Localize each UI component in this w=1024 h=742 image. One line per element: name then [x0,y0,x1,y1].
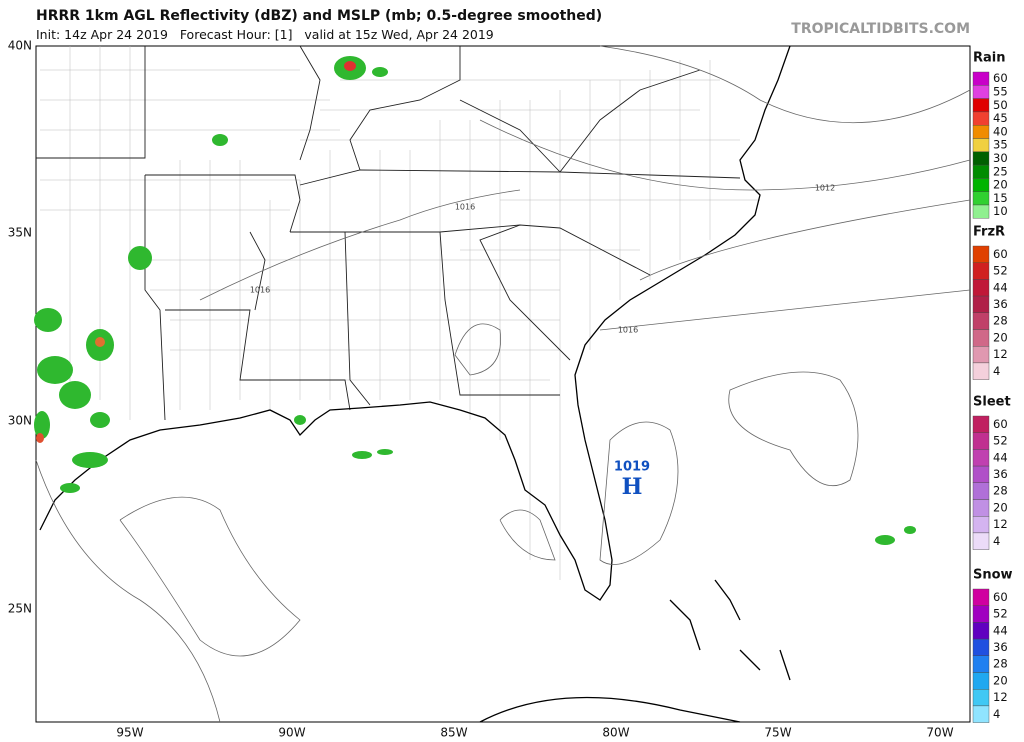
legend-label: 10 [993,204,1008,218]
legend-swatch [972,85,990,99]
legend-label: 20 [993,673,1008,687]
lon-label: 90W [278,726,305,740]
legend-swatch [972,245,990,263]
lat-label: 35N [8,226,32,240]
legend-title: Snow [973,568,1013,583]
legend-label: 60 [993,71,1008,85]
legend-label: 20 [993,500,1008,514]
legend-label: 4 [993,534,1000,548]
legend-label: 44 [993,280,1008,294]
legend-label: 15 [993,191,1008,205]
legend-swatch [972,672,990,690]
legend-swatch [972,329,990,347]
legend-swatch [972,138,990,153]
lon-label: 70W [926,726,953,740]
legend-label: 4 [993,364,1000,378]
isobar-label: 1016 [250,286,270,295]
legend-label: 30 [993,151,1008,165]
legends: Rain6055504540353025201510FrzR6052443628… [972,51,1013,723]
legend-swatch [972,191,990,206]
legend-swatch [972,362,990,380]
lat-label: 25N [8,602,32,616]
legend-swatch [972,124,990,139]
legend-swatch [972,111,990,126]
legend-label: 60 [993,247,1008,261]
legend-swatch [972,346,990,364]
high-pressure-marker: H [622,474,643,500]
legend-swatch [972,415,990,433]
legend-swatch [972,312,990,330]
longitude-labels: 95W 90W 85W 80W 75W 70W [116,726,953,740]
isobar-label: 1016 [455,203,475,212]
legend-swatch [972,449,990,467]
legend-swatch [972,588,990,606]
legend-label: 36 [993,640,1008,654]
lat-label: 40N [8,39,32,53]
legend-swatch [972,605,990,623]
legend-label: 20 [993,330,1008,344]
legend-swatch [972,98,990,113]
legend-label: 20 [993,178,1008,192]
legend-label: 40 [993,124,1008,138]
legend-title: Sleet [973,395,1011,410]
legend-swatch [972,638,990,656]
legend-label: 44 [993,623,1008,637]
lat-label: 30N [8,414,32,428]
legend-label: 4 [993,707,1000,721]
legend-swatch [972,705,990,723]
legend-swatch [972,262,990,280]
latitude-labels: 40N 35N 30N 25N [8,39,32,616]
credit: TROPICALTIDBITS.COM [791,21,970,37]
legend-label: 28 [993,484,1008,498]
legend-swatch [972,295,990,314]
legend-label: 12 [993,517,1008,531]
lon-label: 80W [602,726,629,740]
isobar-label: 1016 [618,326,638,335]
legend-swatch [972,482,990,500]
legend-swatch [972,689,990,707]
map-frame: 1012 1016 1016 1016 1019 H [34,45,971,723]
legend-label: 50 [993,98,1008,112]
title: HRRR 1km AGL Reflectivity (dBZ) and MSLP… [36,8,602,24]
legend-swatch [972,622,990,640]
legend-label: 55 [993,84,1008,98]
legend-swatch [972,164,990,179]
legend-title: FrzR [973,225,1005,240]
legend-label: 25 [993,164,1008,178]
legend-label: 36 [993,297,1008,311]
lon-label: 85W [440,726,467,740]
legend-label: 45 [993,111,1008,125]
legend-swatch [972,516,990,534]
legend-label: 12 [993,347,1008,361]
lon-label: 95W [116,726,143,740]
legend-label: 52 [993,607,1008,621]
lon-label: 75W [764,726,791,740]
legend-label: 12 [993,690,1008,704]
legend-title: Rain [973,51,1006,66]
legend-label: 60 [993,590,1008,604]
legend-swatch [972,151,990,166]
legend-label: 52 [993,264,1008,278]
legend-swatch [972,499,990,517]
legend-swatch [972,465,990,484]
subtitle: Init: 14z Apr 24 2019 Forecast Hour: [1]… [36,27,494,42]
legend-label: 44 [993,450,1008,464]
legend-swatch [972,532,990,550]
legend-swatch [972,178,990,192]
legend-swatch [972,204,990,219]
legend-label: 28 [993,657,1008,671]
legend-label: 35 [993,138,1008,152]
isobar-label: 1012 [815,184,835,193]
legend-swatch [972,279,990,297]
high-pressure-value: 1019 [614,460,650,475]
legend-swatch [972,71,990,86]
legend-label: 36 [993,467,1008,481]
legend-label: 52 [993,434,1008,448]
legend-swatch [972,655,990,673]
radar-echoes [34,56,916,545]
legend-swatch [972,432,990,450]
legend-label: 60 [993,417,1008,431]
legend-label: 28 [993,314,1008,328]
